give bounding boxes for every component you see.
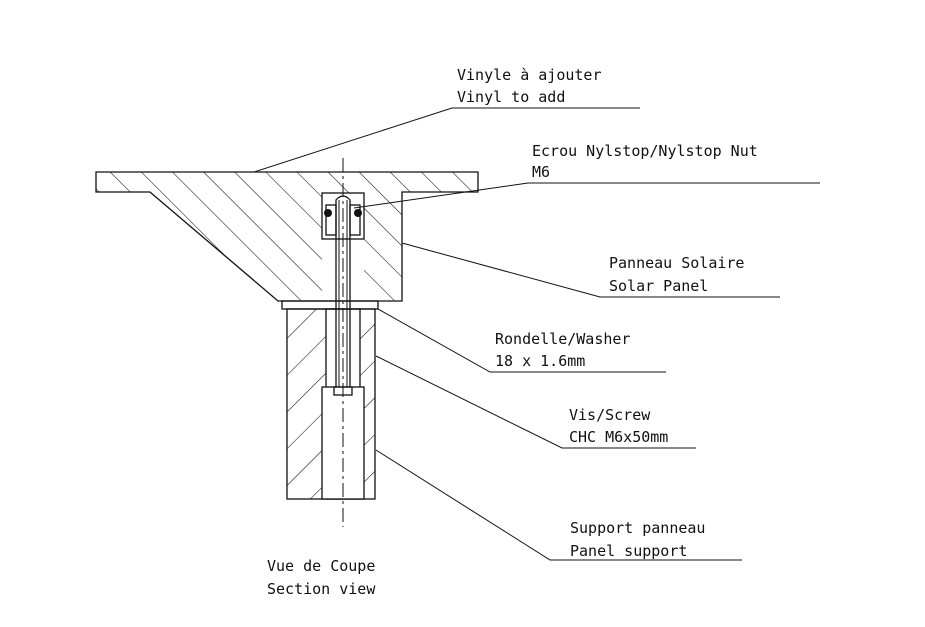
washer-label-line1: Rondelle/Washer <box>495 330 630 348</box>
solar-panel-section <box>95 171 479 302</box>
screw-label-line2: CHC M6x50mm <box>569 428 668 446</box>
screw-label-line1: Vis/Screw <box>569 406 651 424</box>
support-label-fr: Support panneau <box>570 519 705 537</box>
nut-label-line1: Ecrou Nylstop/Nylstop Nut <box>532 142 758 160</box>
view-title-fr: Vue de Coupe <box>267 557 375 575</box>
panel-label-fr: Panneau Solaire <box>609 254 744 272</box>
nut-label-line2: M6 <box>532 163 550 181</box>
vinyl-label-fr: Vinyle à ajouter <box>457 66 602 84</box>
washer <box>281 300 379 310</box>
washer-label-line2: 18 x 1.6mm <box>495 352 585 370</box>
leader-lines <box>253 107 820 561</box>
view-title-en: Section view <box>267 580 376 598</box>
panel-label-en: Solar Panel <box>609 277 708 295</box>
vinyl-label-en: Vinyl to add <box>457 88 565 106</box>
support-label-en: Panel support <box>570 542 687 560</box>
